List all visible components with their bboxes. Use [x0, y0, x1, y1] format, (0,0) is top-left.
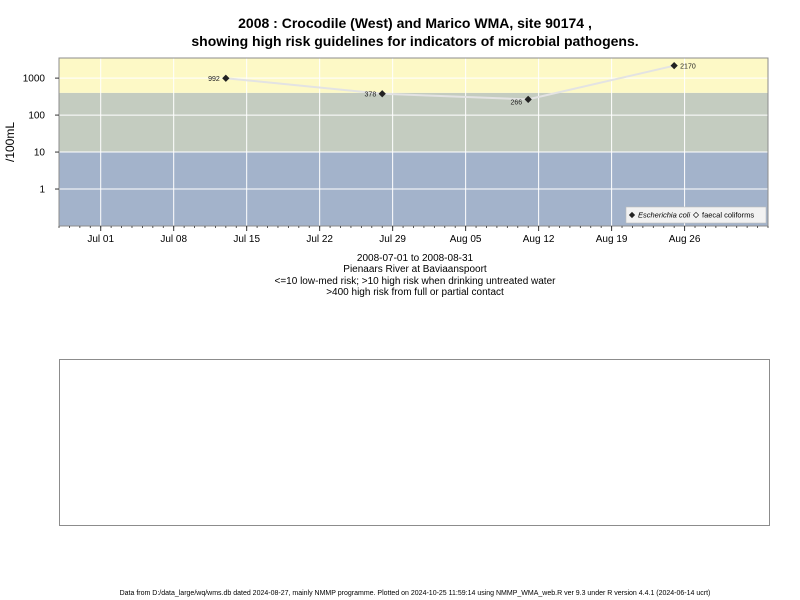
caption-risk-drinking: <=10 low-med risk; >10 high risk when dr…	[274, 276, 556, 287]
data-point	[222, 74, 230, 82]
legend: Escherichia coli faecal coliforms	[625, 206, 767, 224]
y-tick-label: 1	[39, 185, 45, 196]
x-tick-label: Jul 15	[233, 234, 260, 245]
x-tick-label: Aug 26	[669, 234, 701, 245]
chart-title-line-2: showing high risk guidelines for indicat…	[191, 33, 639, 49]
data-label: 992	[208, 76, 220, 83]
y-tick-label: 1000	[23, 74, 46, 85]
chart-svg: 992 378 266 2170 1 10 100 1000/100mL Jul 01 Jul …	[3, 57, 769, 245]
caption-site-name: Pienaars River at Baviaanspoort	[343, 264, 487, 275]
x-tick-label: Jul 22	[306, 234, 333, 245]
y-tick-label: 100	[28, 111, 45, 122]
band-high-risk-contact	[59, 58, 768, 93]
x-tick-label: Aug 05	[450, 234, 482, 245]
chart-title-line-1: 2008 : Crocodile (West) and Marico WMA, …	[238, 15, 592, 31]
caption-risk-contact: >400 high risk from full or partial cont…	[326, 287, 504, 298]
y-tick-label: 10	[34, 148, 46, 159]
data-label: 266	[511, 99, 523, 106]
data-label: 378	[365, 92, 377, 99]
legend-label-faecal-coliforms: faecal coliforms	[702, 211, 754, 220]
x-tick-label: Jul 29	[379, 234, 406, 245]
series-layer: 992 378 266 2170	[208, 62, 696, 106]
x-tick-label: Jul 01	[87, 234, 114, 245]
legend-marker-faecal-coliforms	[692, 211, 700, 219]
grid-lines	[59, 58, 768, 226]
caption-date-range: 2008-07-01 to 2008-08-31	[356, 253, 474, 264]
risk-bands	[59, 58, 768, 226]
data-point	[524, 95, 532, 104]
empty-plot-panel	[59, 359, 770, 526]
axes: 1 10 100 1000/100mL Jul 01 Jul 08 Jul 15 Jul 22…	[3, 74, 769, 245]
legend-marker-e-coli	[628, 211, 636, 219]
legend-label-e-coli: Escherichia coli	[638, 211, 690, 220]
x-tick-label: Aug 19	[596, 234, 628, 245]
y-axis-label: /100mL	[3, 122, 17, 162]
series-line-e-coli	[225, 64, 675, 101]
band-high-risk-drinking	[59, 92, 768, 153]
data-point	[378, 90, 386, 98]
data-label: 2170	[680, 64, 696, 71]
data-point	[670, 62, 678, 70]
footer-note: Data from D:/data_large/wq/wms.db dated …	[119, 590, 711, 597]
x-tick-label: Jul 08	[160, 234, 187, 245]
x-tick-label: Aug 12	[523, 234, 555, 245]
